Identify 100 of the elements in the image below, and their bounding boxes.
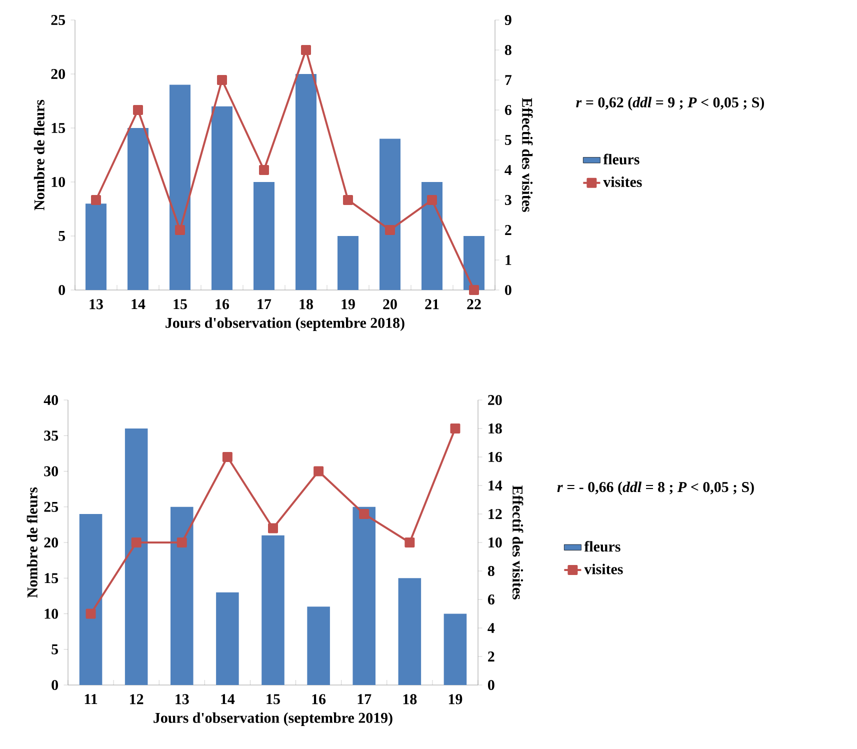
point: [133, 104, 143, 115]
point: [86, 608, 96, 619]
y2-tick-label: 0: [504, 284, 512, 296]
x-tick-label: 15: [174, 299, 187, 310]
y-axis-title: Nombre de fleurs: [34, 100, 44, 210]
bar: [86, 204, 106, 290]
x-tick-label: 17: [258, 299, 272, 310]
x-axis-title: Jours d'observation (septembre 2019): [154, 712, 392, 726]
point: [404, 537, 415, 548]
point: [301, 44, 311, 55]
y-tick-label: 35: [44, 430, 58, 441]
y2-tick-label: 1: [506, 255, 512, 265]
y2-tick-label: 6: [488, 594, 494, 605]
y2-tick-label: 12: [488, 509, 502, 519]
legend-label: visites: [603, 176, 642, 188]
y-tick-label: 25: [44, 502, 58, 512]
y-tick-label: 0: [52, 680, 58, 690]
x-tick-label: 16: [216, 299, 230, 310]
x-tick-label: 14: [132, 299, 146, 310]
x-tick-label: 18: [403, 694, 417, 704]
text: r = - 0,66 (ddl = 8 ; P < 0,05 ; S): [557, 482, 754, 496]
x-tick-label: 20: [383, 299, 397, 310]
point: [359, 508, 370, 519]
legend-label: fleurs: [584, 540, 620, 552]
point: [91, 194, 101, 205]
bar: [464, 236, 484, 290]
point: [314, 466, 324, 476]
bar: [170, 506, 194, 685]
x-tick-label: 18: [300, 299, 313, 310]
y-axis-title: Nombre de fleurs: [26, 487, 38, 598]
x-tick-label: 13: [90, 299, 103, 310]
y2-tick-label: 2: [505, 225, 512, 235]
y-tick-label: 5: [52, 644, 58, 654]
y-tick-label: 10: [44, 608, 58, 619]
bar: [124, 428, 148, 685]
y2-tick-label: 4: [504, 165, 512, 175]
point: [176, 537, 187, 548]
x-axis-title: Jours d'observation (septembre 2018): [166, 317, 404, 331]
bar: [170, 84, 190, 290]
x-tick-label: 13: [176, 694, 189, 704]
y-tick-label: 15: [44, 573, 58, 584]
bar: [422, 182, 442, 290]
y2-tick-label: 0: [488, 680, 494, 690]
legend-label: visites: [584, 564, 623, 574]
y2-tick-label: 5: [505, 135, 512, 145]
x-tick-label: 19: [448, 694, 462, 704]
x-tick-label: 19: [342, 299, 355, 310]
x-tick-label: 15: [266, 694, 280, 704]
y2-tick-label: 8: [488, 566, 494, 576]
y2-tick-label: 18: [488, 423, 502, 434]
x-tick-label: 21: [425, 299, 439, 310]
x-tick-label: 17: [358, 694, 372, 704]
point: [175, 224, 185, 235]
y2-tick-label: 10: [488, 537, 502, 548]
bar: [307, 606, 330, 685]
y2-tick-label: 16: [488, 452, 502, 462]
bar: [79, 514, 102, 685]
x-tick-label: 14: [221, 694, 235, 704]
y2-axis-title: Effectif des visites: [512, 485, 524, 600]
y-tick-label: 20: [44, 537, 58, 548]
y2-tick-label: 2: [488, 652, 494, 662]
point: [427, 194, 437, 205]
point: [343, 194, 353, 205]
bar: [128, 128, 148, 290]
bar: [262, 535, 284, 685]
y-tick-label: 0: [58, 284, 66, 296]
y2-tick-label: 14: [488, 480, 502, 490]
y2-tick-label: 6: [504, 104, 512, 116]
y-tick-label: 10: [52, 176, 66, 188]
x-tick-label: 12: [130, 694, 144, 704]
x-tick-label: 22: [467, 299, 481, 310]
y2-tick-label: 9: [504, 14, 512, 26]
point: [217, 74, 227, 85]
bar: [380, 138, 400, 290]
y2-tick-label: 20: [488, 394, 502, 406]
bar: [212, 106, 232, 290]
bar: [352, 506, 376, 685]
point: [222, 452, 232, 462]
point: [259, 164, 269, 175]
y2-tick-label: 4: [488, 623, 495, 633]
y-tick-label: 5: [58, 231, 66, 241]
point: [469, 284, 479, 295]
y-tick-label: 20: [51, 68, 66, 80]
point: [268, 523, 278, 534]
point: [385, 224, 395, 235]
bar: [338, 236, 358, 290]
y2-tick-label: 8: [504, 44, 512, 56]
x-tick-label: 16: [312, 694, 326, 704]
y-tick-label: 40: [44, 394, 58, 406]
bar: [444, 614, 467, 685]
y2-tick-label: 7: [505, 75, 512, 85]
y-tick-label: 30: [44, 466, 58, 476]
y2-tick-label: 3: [504, 194, 512, 206]
x-tick-label: 11: [84, 694, 98, 704]
y-tick-label: 25: [51, 14, 66, 26]
bar: [216, 592, 239, 685]
y2-axis-title: Effectif des visites: [522, 98, 533, 212]
bar: [296, 74, 316, 290]
bar: [398, 578, 422, 685]
text: r = 0,62 (ddl = 9 ; P < 0,05 ; S): [576, 96, 764, 110]
